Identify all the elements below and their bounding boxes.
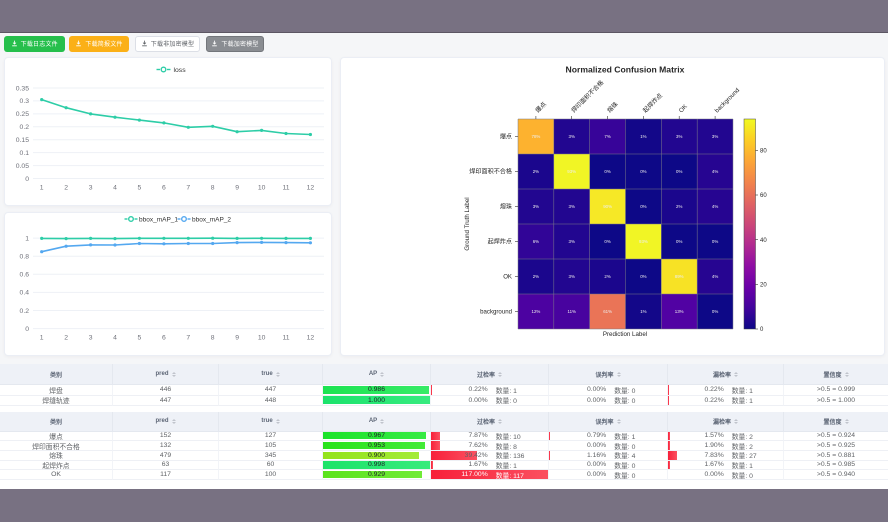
svg-text:93%: 93% <box>639 239 648 244</box>
svg-text:7: 7 <box>186 335 190 342</box>
svg-text:6: 6 <box>162 185 166 192</box>
svg-text:0.3: 0.3 <box>20 98 30 105</box>
svg-text:7%: 7% <box>604 134 610 139</box>
svg-text:Prediction Label: Prediction Label <box>603 331 647 338</box>
svg-text:loss: loss <box>174 67 187 74</box>
svg-text:0.6: 0.6 <box>20 272 30 279</box>
svg-text:0%: 0% <box>676 169 682 174</box>
svg-text:0.25: 0.25 <box>16 111 29 118</box>
svg-text:1: 1 <box>25 235 29 242</box>
svg-text:0.8: 0.8 <box>20 254 30 261</box>
svg-text:10: 10 <box>258 185 266 192</box>
svg-text:0: 0 <box>25 326 29 333</box>
svg-text:0%: 0% <box>640 169 646 174</box>
svg-text:0.15: 0.15 <box>16 137 29 144</box>
svg-text:3%: 3% <box>569 204 575 209</box>
svg-text:61%: 61% <box>603 309 612 314</box>
svg-text:起焊炸点: 起焊炸点 <box>641 92 664 115</box>
svg-text:0: 0 <box>760 327 764 333</box>
svg-text:0.4: 0.4 <box>20 290 30 297</box>
svg-text:4: 4 <box>113 185 117 192</box>
svg-text:89%: 89% <box>675 274 684 279</box>
svg-text:爆点: 爆点 <box>500 133 512 141</box>
svg-text:5: 5 <box>138 185 142 192</box>
svg-text:2%: 2% <box>676 204 682 209</box>
svg-text:0%: 0% <box>712 239 718 244</box>
svg-text:3%: 3% <box>569 274 575 279</box>
svg-text:80: 80 <box>760 149 767 155</box>
svg-text:Normalized Confusion Matrix: Normalized Confusion Matrix <box>566 65 685 75</box>
svg-text:0%: 0% <box>640 274 646 279</box>
svg-text:4: 4 <box>113 335 117 342</box>
svg-text:0%: 0% <box>640 204 646 209</box>
svg-text:40: 40 <box>760 238 767 244</box>
svg-text:0%: 0% <box>604 169 610 174</box>
svg-text:0%: 0% <box>712 309 718 314</box>
svg-text:3%: 3% <box>569 134 575 139</box>
svg-text:0.2: 0.2 <box>20 124 30 131</box>
svg-text:焊印面积不合格: 焊印面积不合格 <box>469 168 512 176</box>
svg-text:9: 9 <box>235 335 239 342</box>
svg-text:0: 0 <box>25 176 29 183</box>
svg-text:9: 9 <box>235 185 239 192</box>
svg-text:8: 8 <box>211 335 215 342</box>
svg-text:起焊炸点: 起焊炸点 <box>488 238 512 246</box>
svg-text:78%: 78% <box>532 134 541 139</box>
svg-text:3: 3 <box>89 185 93 192</box>
svg-text:OK: OK <box>678 103 689 114</box>
svg-text:4%: 4% <box>712 169 718 174</box>
svg-text:OK: OK <box>503 274 512 281</box>
svg-text:3%: 3% <box>569 239 575 244</box>
svg-text:8: 8 <box>211 185 215 192</box>
svg-text:Ground Truth Label: Ground Truth Label <box>464 197 471 250</box>
svg-text:background: background <box>714 87 741 114</box>
svg-text:1%: 1% <box>640 309 646 314</box>
svg-text:93%: 93% <box>567 169 576 174</box>
svg-text:0.2: 0.2 <box>20 308 30 315</box>
svg-text:熔珠: 熔珠 <box>605 100 619 114</box>
svg-text:0%: 0% <box>676 239 682 244</box>
svg-text:11: 11 <box>282 185 289 192</box>
svg-text:3: 3 <box>89 335 93 342</box>
svg-text:12: 12 <box>307 335 315 342</box>
svg-text:1: 1 <box>40 185 44 192</box>
svg-text:2: 2 <box>64 185 68 192</box>
svg-text:bbox_mAP_1: bbox_mAP_1 <box>139 216 178 223</box>
svg-text:0.05: 0.05 <box>16 163 29 170</box>
svg-text:0.1: 0.1 <box>20 150 30 157</box>
svg-text:90%: 90% <box>603 204 612 209</box>
svg-text:焊印面积不合格: 焊印面积不合格 <box>569 79 605 115</box>
svg-text:2: 2 <box>64 335 68 342</box>
svg-text:11%: 11% <box>567 309 576 314</box>
svg-text:bbox_mAP_2: bbox_mAP_2 <box>192 216 231 223</box>
svg-text:熔珠: 熔珠 <box>500 203 512 211</box>
svg-text:0%: 0% <box>604 239 610 244</box>
svg-text:12: 12 <box>307 185 315 192</box>
svg-text:6: 6 <box>162 335 166 342</box>
svg-text:2%: 2% <box>533 169 539 174</box>
svg-text:10: 10 <box>258 335 266 342</box>
svg-text:11: 11 <box>282 335 289 342</box>
svg-text:4%: 4% <box>712 204 718 209</box>
svg-text:60: 60 <box>760 193 767 199</box>
svg-text:13%: 13% <box>675 309 684 314</box>
svg-text:2%: 2% <box>533 274 539 279</box>
svg-text:12%: 12% <box>532 309 541 314</box>
svg-text:爆点: 爆点 <box>534 100 548 114</box>
svg-text:1%: 1% <box>640 134 646 139</box>
svg-text:3%: 3% <box>533 204 539 209</box>
svg-text:background: background <box>480 309 512 316</box>
svg-text:0.35: 0.35 <box>16 85 29 92</box>
svg-text:7: 7 <box>186 185 190 192</box>
svg-text:20: 20 <box>760 283 767 289</box>
svg-text:4%: 4% <box>712 274 718 279</box>
svg-text:3%: 3% <box>676 134 682 139</box>
svg-text:5: 5 <box>138 335 142 342</box>
svg-text:3%: 3% <box>712 134 718 139</box>
svg-text:1: 1 <box>40 335 44 342</box>
svg-text:2%: 2% <box>604 274 610 279</box>
svg-text:6%: 6% <box>533 239 539 244</box>
